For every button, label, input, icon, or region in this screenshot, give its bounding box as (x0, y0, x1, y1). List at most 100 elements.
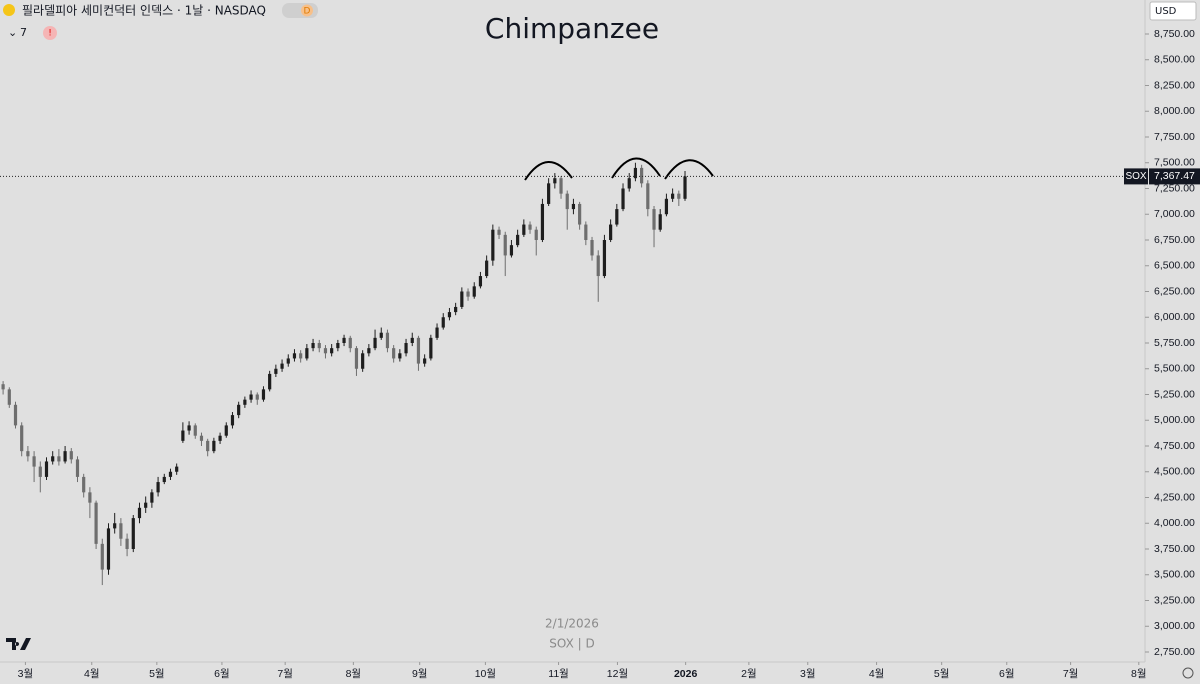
candle-body (305, 348, 309, 359)
candle-body (491, 229, 495, 261)
x-tick-label: 5월 (149, 668, 165, 680)
candle-body (553, 178, 557, 184)
chart-title: Chimpanzee (485, 12, 659, 45)
y-tick-label: 4,750.00 (1154, 440, 1195, 452)
currency[interactable]: USD (1155, 6, 1177, 17)
candle-body (640, 167, 644, 184)
candle-body (423, 358, 427, 364)
x-tick-label: 10월 (475, 668, 496, 680)
candle-body (144, 502, 148, 508)
x-tick-label: 4월 (84, 668, 100, 680)
y-tick-label: 6,750.00 (1154, 234, 1195, 246)
candle-body (311, 342, 315, 349)
y-tick-label: 5,250.00 (1154, 388, 1195, 400)
candle-body (75, 459, 80, 477)
candle-body (485, 260, 489, 277)
candle-body (534, 229, 538, 240)
candle-body (218, 435, 222, 441)
candle-body (392, 348, 396, 359)
y-tick-label: 3,750.00 (1154, 543, 1195, 555)
candle-body (317, 342, 321, 349)
alert: ! (48, 29, 52, 39)
candle-body (51, 456, 55, 462)
price-label: 7,367.47 (1154, 170, 1195, 182)
candle-body (664, 198, 669, 215)
y-tick-label: 4,250.00 (1154, 491, 1195, 503)
candle-body (230, 415, 235, 426)
x-tick-label: 2026 (674, 668, 698, 680)
y-tick-label: 7,000.00 (1154, 208, 1195, 220)
candle-body (88, 492, 92, 503)
candle-body (683, 176, 687, 199)
x-tick-label: 11월 (548, 668, 569, 680)
x-tick-label: 7월 (277, 668, 293, 680)
candle-body (367, 348, 371, 354)
y-tick-label: 5,500.00 (1154, 363, 1195, 375)
candle-body (571, 203, 576, 210)
arc-annotation (611, 157, 661, 179)
candle-body (106, 528, 111, 570)
candle-body (466, 291, 470, 297)
indicator-count[interactable]: 7 (20, 26, 27, 39)
candle-body (187, 425, 191, 431)
candle-body (57, 456, 61, 462)
candle-body (447, 312, 452, 318)
candle-body (385, 332, 390, 349)
candle-body (522, 224, 526, 235)
candle-body (497, 229, 501, 235)
candle-body (131, 518, 135, 550)
candle-body (268, 373, 272, 390)
y-tick-label: 7,250.00 (1154, 182, 1195, 194)
candle-body (342, 337, 346, 343)
y-tick-label: 4,500.00 (1154, 466, 1195, 478)
y-tick-label: 8,250.00 (1154, 79, 1195, 91)
badge-dot (301, 4, 313, 17)
x-tick-label: 3월 (18, 668, 34, 680)
candle-body (20, 425, 24, 452)
symbol-box (1124, 168, 1148, 185)
candle-body (150, 492, 154, 503)
candle-body (243, 399, 247, 405)
candle-body (13, 404, 18, 426)
candle-body (652, 209, 656, 230)
candle-body (373, 337, 377, 349)
symbol-icon (3, 4, 15, 16)
candle-body (609, 224, 613, 240)
alert-icon[interactable] (43, 26, 57, 40)
candle-body (32, 456, 36, 467)
candle-body (286, 358, 290, 364)
y-tick-label: 8,500.00 (1154, 54, 1195, 66)
candle-body (404, 342, 408, 354)
candle-body (119, 523, 123, 539)
candle-body (280, 363, 284, 369)
candle-body (354, 348, 359, 369)
candle-body (26, 451, 30, 457)
candle-body (137, 507, 142, 519)
candle-body (615, 209, 619, 225)
candle-body (212, 440, 216, 452)
candle-body (361, 353, 365, 369)
candle-body (590, 239, 594, 256)
y-tick-label: 5,750.00 (1154, 337, 1195, 349)
collapse-arrow[interactable]: ⌄ (8, 26, 17, 39)
y-tick-label: 7,750.00 (1154, 131, 1195, 143)
candle-body (274, 368, 278, 374)
y-tick-label: 3,250.00 (1154, 594, 1195, 606)
candle-body (565, 193, 569, 210)
candle-body (237, 404, 241, 416)
candle-body (336, 342, 340, 349)
watermark-symbol: SOX | D (549, 637, 594, 651)
candle-body (206, 440, 210, 452)
currency-box[interactable] (1149, 1, 1197, 21)
settings-icon[interactable] (1182, 667, 1194, 679)
candle-body (82, 476, 86, 493)
x-tick-label: 12월 (607, 668, 628, 680)
candle-body (472, 286, 476, 297)
candle-body (602, 239, 607, 277)
watermark-date: 2/1/2026 (545, 617, 599, 631)
candle-body (460, 291, 464, 307)
candle-body (379, 332, 383, 338)
candle-body (323, 348, 328, 354)
